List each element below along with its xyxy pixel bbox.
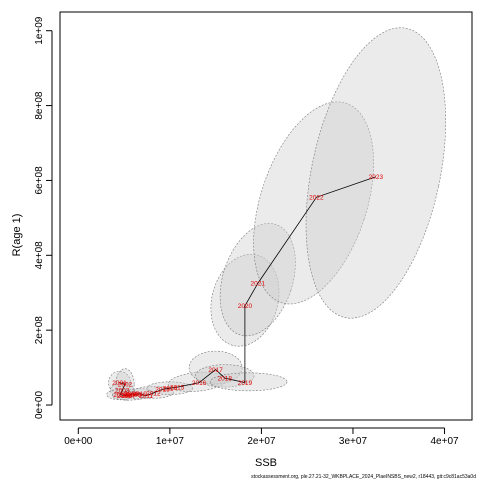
ellipse-2022	[253, 101, 374, 305]
y-axis: 0e+00 2e+08 4e+08 6e+08 8e+08 1e+09	[34, 16, 53, 420]
y-tick-label: 2e+08	[34, 316, 45, 345]
point-label-2013: 2013	[155, 387, 170, 394]
year-labels: 2001200220032004200520062007200820092010…	[112, 174, 383, 400]
y-tick-label: 4e+08	[34, 241, 45, 270]
point-label-2004: 2004	[113, 392, 128, 399]
point-label-2014: 2014	[163, 385, 178, 392]
plot-frame	[59, 11, 473, 421]
point-label-2003: 2003	[115, 387, 130, 394]
point-label-2015: 2015	[170, 384, 185, 391]
y-axis-title: R(age 1)	[11, 214, 23, 257]
point-label-2005: 2005	[117, 393, 132, 400]
point-label-2002: 2002	[118, 382, 133, 389]
x-tick-label: 0e+00	[64, 436, 93, 447]
point-label-2016: 2016	[192, 380, 207, 387]
ellipse-2016	[167, 371, 227, 392]
footer-text: stockassessment.org, ple.27.21-32_WKBPLA…	[251, 474, 476, 480]
point-label-2018: 2018	[218, 375, 233, 382]
x-axis-title: SSB	[255, 457, 277, 469]
ellipse-2019	[209, 372, 288, 392]
x-tick-label: 1e+07	[156, 436, 185, 447]
point-label-2023: 2023	[369, 174, 384, 181]
confidence-ellipses	[106, 27, 446, 401]
y-tick-label: 0e+00	[34, 391, 45, 420]
point-label-2020: 2020	[238, 303, 253, 310]
point-label-2011: 2011	[139, 393, 153, 400]
x-tick-label: 3e+07	[339, 436, 368, 447]
y-tick-label: 8e+08	[34, 91, 45, 120]
point-label-2021: 2021	[251, 281, 266, 288]
ellipse-2021	[219, 223, 296, 337]
trajectory-line	[119, 176, 377, 397]
y-tick-label: 6e+08	[34, 166, 45, 195]
point-label-2019: 2019	[238, 380, 253, 387]
point-label-2009: 2009	[127, 392, 142, 399]
point-label-2006: 2006	[120, 392, 135, 399]
x-axis: 0e+00 1e+07 2e+07 3e+07 4e+07	[64, 427, 459, 447]
ellipse-2017	[188, 350, 243, 385]
x-tick-label: 4e+07	[430, 436, 459, 447]
point-label-2007: 2007	[121, 393, 136, 400]
ellipse-2023	[305, 27, 446, 319]
point-label-2010: 2010	[132, 391, 147, 398]
y-tick-label: 1e+09	[34, 16, 45, 45]
point-label-2017: 2017	[208, 367, 223, 374]
point-label-2008: 2008	[124, 391, 139, 398]
point-label-2022: 2022	[309, 195, 324, 202]
point-label-2012: 2012	[146, 390, 161, 397]
x-tick-label: 2e+07	[247, 436, 276, 447]
point-label-2001: 2001	[112, 380, 127, 387]
